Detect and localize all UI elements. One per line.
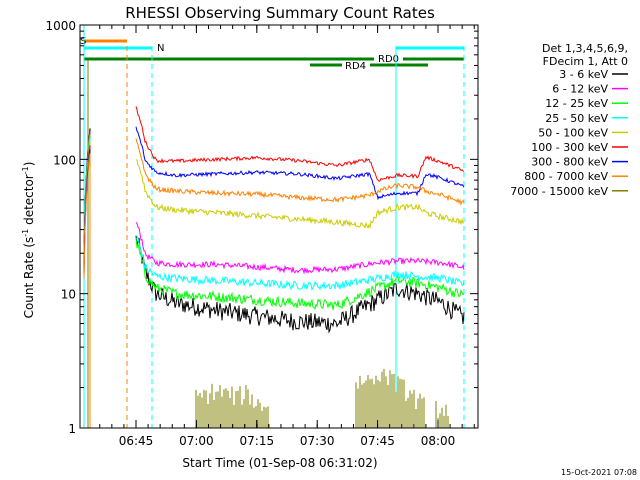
series-line-7 <box>135 138 465 207</box>
night-flag-label: N <box>157 43 164 54</box>
x-tick-label: 06:45 <box>119 434 154 448</box>
legend-entry-label: 7000 - 15000 keV <box>510 185 608 198</box>
y-axis-label-end: ) <box>22 162 36 167</box>
x-tick-label: 07:45 <box>360 434 395 448</box>
x-axis-label: Start Time (01-Sep-08 06:31:02) <box>182 456 377 470</box>
x-tick-label: 07:00 <box>179 434 214 448</box>
date-stamp: 15-Oct-2021 07:08 <box>561 468 637 477</box>
series-line-1 <box>135 222 465 275</box>
plot-frame <box>79 24 479 429</box>
legend-header-line-2: FDecim 1, Att 0 <box>543 55 628 68</box>
legend-header-line-1: Det 1,3,4,5,6,9, <box>542 42 628 55</box>
legend-entry-label: 3 - 6 keV <box>559 68 608 81</box>
legend-entry-label: 25 - 50 keV <box>545 112 608 125</box>
y-axis-label-mid: detector <box>22 174 36 229</box>
series-line-5 <box>135 106 465 182</box>
y-tick-label: 10 <box>61 288 76 302</box>
y-axis-label-sup2: -1 <box>21 166 30 174</box>
axes: 06:45 07:00 07:15 07:30 07:45 08:00 1 10 100 1000 <box>45 19 479 448</box>
rd0-flag-label: RD0 <box>378 54 399 65</box>
y-tick-label: 100 <box>53 153 76 167</box>
flag-bars: S N RD0 RD4 <box>80 36 464 72</box>
legend-entry-label: 800 - 7000 keV <box>524 170 608 183</box>
series-line-2 <box>135 237 465 311</box>
y-axis-label-main: Count Rate (s <box>22 237 36 319</box>
legend-entry-label: 6 - 12 keV <box>552 83 608 96</box>
series-line-0 <box>135 235 465 334</box>
chart-title: RHESSI Observing Summary Count Rates <box>125 4 435 22</box>
y-axis-label-sup1: -1 <box>21 229 30 237</box>
legend-entry-label: 300 - 800 keV <box>531 156 608 169</box>
series-line-3 <box>135 235 465 291</box>
y-axis-label: Count Rate (s-1 detector-1) <box>21 162 36 319</box>
x-tick-label: 07:30 <box>300 434 335 448</box>
legend-entry-label: 50 - 100 keV <box>538 126 608 139</box>
series-line-6 <box>135 126 465 201</box>
rd4-flag-label: RD4 <box>345 61 366 72</box>
series-line-4 <box>135 159 465 230</box>
legend-entry-label: 100 - 300 keV <box>531 141 608 154</box>
x-tick-label: 08:00 <box>421 434 456 448</box>
plot-area <box>83 25 465 428</box>
saa-flag-label: S <box>80 36 86 47</box>
x-tick-label: 07:15 <box>240 434 275 448</box>
y-tick-label: 1 <box>68 422 76 436</box>
y-tick-label: 1000 <box>45 19 76 33</box>
legend-entry-label: 12 - 25 keV <box>545 97 608 110</box>
